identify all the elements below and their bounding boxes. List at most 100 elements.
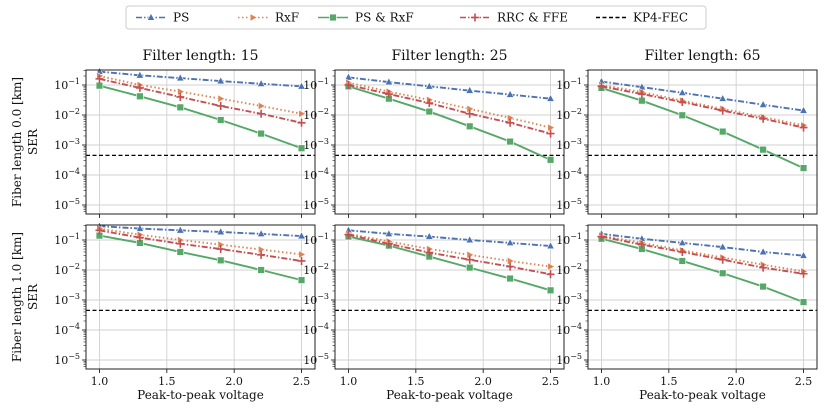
series-line-rrc [99,77,302,124]
data-point-ps [799,105,808,114]
data-point-rrc [678,98,687,107]
tick-label-y: 10−3 [54,292,80,307]
data-point-ps [677,87,687,96]
series-rrc [597,232,808,278]
data-point-psrxf [759,282,767,291]
data-point-rrc [546,129,555,138]
data-point-ps [546,241,555,250]
tick-label-y: 10−1 [54,77,80,92]
subplot-title: Filter length: 15 [142,48,258,64]
series-rrc [95,226,306,265]
data-point-rrc [637,240,646,249]
tick-label-y: 10−4 [54,167,80,182]
series-rxf [598,80,809,130]
data-point-ps [758,247,768,256]
data-point-ps [297,231,306,240]
data-point-psrxf [257,266,265,274]
legend-label-rrc: RRC & FFE [497,11,568,25]
legend-frame [125,5,707,30]
tick-label-x: 2.0 [225,375,243,388]
axes-frame [587,224,818,370]
legend-entry-rxf: RxF [238,11,299,25]
data-point-rrc [135,233,144,242]
tick-label-y: 10−3 [54,137,80,152]
tick-label-x: 1.0 [593,375,611,388]
tick-label-y: 10−5 [556,352,582,367]
tick-label-y: 10−3 [556,292,582,307]
series-ps [597,76,808,114]
data-point-rrc [759,114,768,123]
tick-label-y: 10−5 [303,197,329,212]
data-point-rrc [216,245,225,254]
subplot-r0-c2: 10−1 10−2 10−3 10−4 10−5 Filter length: 65 [556,48,818,218]
series-line-rxf [601,84,804,127]
axes-frame [587,69,818,215]
tick-label-y: 10−5 [556,197,582,212]
tick-label-y: 10−2 [556,262,582,277]
subplot-title: Filter length: 65 [644,48,760,64]
series-rxf [345,78,556,132]
data-point-rrc [637,90,646,99]
series-line-ps [601,232,804,257]
series-line-ps [99,70,302,88]
data-point-psrxf [638,96,646,105]
tick-label-y: 10−5 [54,352,80,367]
tick-label-x: 2.5 [795,375,813,388]
subplot-r1-c0: 10−1 10−2 10−3 10−4 10−5 1.0 1.5 2.0 2.5 Peak-to-… [10,221,316,402]
series-line-ps [99,225,302,238]
data-point-rrc [597,232,606,241]
legend-marker-ps [146,12,156,21]
data-point-rrc [344,230,353,239]
series-line-psrxf [99,84,302,150]
legend-label-psrxf: PS & RxF [355,11,414,25]
tick-label-y: 10−4 [303,167,329,182]
data-point-rrc [257,250,266,259]
data-point-ps [758,99,768,108]
data-point-psrxf [176,103,184,112]
tick-label-x: 2.0 [727,375,745,388]
data-point-rrc [465,109,474,118]
data-point-psrxf [297,276,306,284]
tick-label-y: 10−2 [54,107,80,122]
data-point-ps [297,81,306,90]
data-point-rrc [384,239,393,248]
series-line-rrc [601,235,804,275]
series-line-rxf [99,75,302,115]
data-point-rrc [297,256,306,265]
data-point-rrc [216,101,225,110]
tick-label-y: 10−2 [303,262,329,277]
series-line-rrc [99,229,302,262]
data-point-rrc [678,247,687,256]
series-ps [344,225,555,250]
subplot-r1-c2: 10−1 10−2 10−3 10−4 10−5 1.0 1.5 2.0 2.5 Peak-to-… [556,224,818,402]
data-point-psrxf [546,156,555,164]
data-point-rrc [799,123,808,132]
legend-label-kp4: KP4-FEC [633,11,688,25]
row-label: Fiber length 1.0 [km] [10,232,24,362]
data-point-rrc [718,255,727,264]
subplot-grid: 10−1 10−2 10−3 10−4 10−5 Filter length: 15 Fib… [10,48,818,402]
tick-label-y: 10−3 [303,292,329,307]
data-point-ps [216,76,226,85]
series-line-psrxf [348,85,551,161]
data-point-ps [465,235,475,244]
data-point-rrc [95,74,104,83]
data-point-rrc [297,118,306,127]
tick-label-x: 1.0 [340,375,358,388]
y-axis-label: SER [26,128,40,155]
data-point-psrxf [506,274,514,283]
data-point-ps [135,223,145,232]
series-rrc [344,81,555,138]
axes-frame [85,224,316,370]
data-point-rrc [135,83,144,92]
series-ps [95,221,306,240]
tick-label-y: 10−3 [303,137,329,152]
axes-frame [85,69,316,215]
series-line-psrxf [99,234,302,282]
subplot-r0-c1: 10−1 10−2 10−3 10−4 10−5 Filter length: 25 [303,48,565,218]
data-point-ps [384,229,394,237]
data-point-rrc [344,81,353,89]
data-point-psrxf [799,164,808,172]
data-point-ps [424,81,434,90]
